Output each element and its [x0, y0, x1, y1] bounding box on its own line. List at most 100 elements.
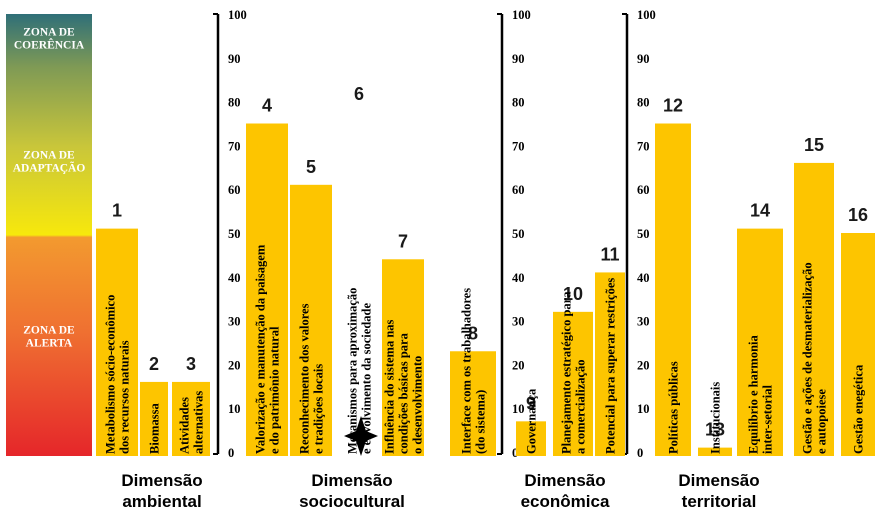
bar-group-4: 4 Valorização e manutenção da paisageme d… — [246, 96, 288, 456]
axis-tick-label: 100 — [228, 8, 247, 22]
bar-text-label: Valorização e manutenção da paisageme do… — [254, 244, 282, 454]
zone-scale: ZONA DE COERÊNCIA ZONA DE ADAPTAÇÃO ZONA DE A… — [6, 14, 92, 456]
axis-tick-label: 70 — [637, 139, 650, 153]
axis-tick-label: 90 — [637, 52, 650, 66]
axis-tick-label: 30 — [512, 315, 525, 329]
bar-group-16: 16 Gestão enegética — [841, 205, 875, 456]
axis-tick-label: 80 — [637, 96, 650, 110]
axis-tick-label: 90 — [512, 52, 525, 66]
bar-text-label: Atividadesalternativas — [178, 391, 206, 454]
axis-tick-label: 60 — [637, 183, 650, 197]
bar-number-label: 6 — [354, 84, 364, 104]
bar-text-label: Mecanismos para aproximaçãoe envolviment… — [346, 288, 374, 454]
bar-number-label: 7 — [398, 231, 408, 251]
bar-number-label: 12 — [663, 96, 683, 116]
dimension-titles: Dimensão ambiental Dimensão sociocultural Di… — [121, 471, 759, 511]
bar-8 — [450, 351, 496, 456]
axis-tick-label: 10 — [637, 402, 650, 416]
bar-16 — [841, 233, 875, 456]
bar-number-label: 1 — [112, 201, 122, 221]
bar-number-label: 14 — [750, 201, 770, 221]
bar-text-label: Políticas públicas — [667, 361, 681, 454]
axis-tick-label: 0 — [637, 446, 643, 460]
bar-group-3: 3 Atividadesalternativas — [172, 354, 210, 456]
dimension-title: Dimensão sociocultural — [299, 471, 405, 511]
zone-gradient-bar — [6, 14, 92, 456]
axis-tick-label: 10 — [512, 402, 525, 416]
zone-label: ZONA DE ADAPTAÇÃO — [13, 150, 86, 175]
dimension-title: Dimensão econômica — [521, 471, 610, 511]
bar-5 — [290, 184, 332, 456]
bar-number-label: 16 — [848, 205, 868, 225]
axis-tick-label: 0 — [512, 446, 518, 460]
bar-group-11: 11 Potencial para superar restrições — [595, 244, 625, 456]
axis-tick-label: 100 — [512, 8, 531, 22]
bar-number-label: 10 — [563, 284, 583, 304]
axis-tick-label: 90 — [228, 52, 241, 66]
axis-tick-label: 70 — [228, 139, 241, 153]
star-icon — [344, 416, 378, 456]
axis-tick-label: 10 — [228, 402, 241, 416]
axis-tick-label: 100 — [637, 8, 656, 22]
dimension-title: Dimensão ambiental — [121, 471, 202, 511]
axis-tick-label: 80 — [228, 96, 241, 110]
axis-tick-label: 60 — [228, 183, 241, 197]
bar-text-label: Biomassa — [148, 403, 162, 454]
bar-text-label: Institucionais — [709, 382, 723, 454]
axis-tick-label: 50 — [512, 227, 525, 241]
bar-9 — [516, 421, 546, 456]
axis-tick-label: 60 — [512, 183, 525, 197]
axis-tick-label: 70 — [512, 139, 525, 153]
bar-group-12: 12 Políticas públicas — [655, 96, 691, 456]
axis-tick-label: 20 — [228, 358, 241, 372]
bar-group-1: 1 Metabolismo sócio-econômicodos recursos… — [96, 201, 138, 456]
bar-group-6: 6 Mecanismos para aproximaçãoe envolvimen… — [346, 84, 374, 454]
bar-number-label: 9 — [526, 393, 536, 413]
bar-11 — [595, 272, 625, 456]
bar-3 — [172, 381, 210, 456]
bar-group-15: 15 Gestão e ações de desmaterializaçãoe a… — [794, 135, 834, 457]
bar-1 — [96, 228, 138, 456]
bar-text-label: Gestão e ações de desmaterializaçãoe aut… — [801, 262, 829, 454]
axis-tick-label: 40 — [228, 271, 241, 285]
bar-12 — [655, 123, 691, 456]
bar-text-label: Metabolismo sócio-econômicodos recursos … — [104, 295, 132, 454]
value-axes: 0102030405060708090100010203040506070809… — [213, 8, 656, 460]
bar-text-label: Governança — [525, 388, 539, 454]
bar-number-label: 2 — [149, 354, 159, 374]
axis-tick-label: 40 — [512, 271, 525, 285]
bar-13 — [698, 447, 732, 456]
bar-text-label: Potencial para superar restrições — [604, 278, 618, 454]
bar-group-5: 5 Reconhecimento dos valorese tradições l… — [290, 157, 332, 456]
axis-tick-label: 0 — [228, 446, 234, 460]
bar-7 — [382, 259, 424, 456]
bar-text-label: Interface com os trabalhadores(do sistem… — [460, 288, 488, 454]
bar-group-2: 2 Biomassa — [140, 354, 168, 456]
bar-2 — [140, 381, 168, 456]
bar-number-label: 11 — [600, 244, 619, 264]
axis-tick-label: 50 — [228, 227, 241, 241]
bar-text-label: Gestão enegética — [852, 364, 866, 454]
zone-label: ZONA DE ALERTA — [23, 325, 75, 350]
axis-tick-label: 20 — [637, 358, 650, 372]
axis-tick-label: 80 — [512, 96, 525, 110]
axis-tick-label: 40 — [637, 271, 650, 285]
bar-text-label: Reconhecimento dos valorese tradições lo… — [298, 303, 326, 454]
bar-text-label: Influência do sistema nascondições básic… — [383, 319, 425, 454]
bar-text-label: Planejamento estratégico paraa comercial… — [560, 291, 588, 454]
bar-4 — [246, 123, 288, 456]
bar-number-label: 4 — [262, 96, 272, 116]
axis-tick-label: 50 — [637, 227, 650, 241]
bar-text-label: Equilíbrio e harmoniainter-setorial — [747, 334, 775, 454]
bar-number-label: 13 — [705, 420, 725, 440]
bar-number-label: 8 — [468, 323, 478, 343]
four-point-star-icon — [344, 416, 378, 456]
axis-tick-label: 20 — [512, 358, 525, 372]
bar-number-label: 5 — [306, 157, 316, 177]
bar-10 — [553, 311, 593, 456]
bar-number-label: 3 — [186, 354, 196, 374]
bar-14 — [737, 228, 783, 456]
